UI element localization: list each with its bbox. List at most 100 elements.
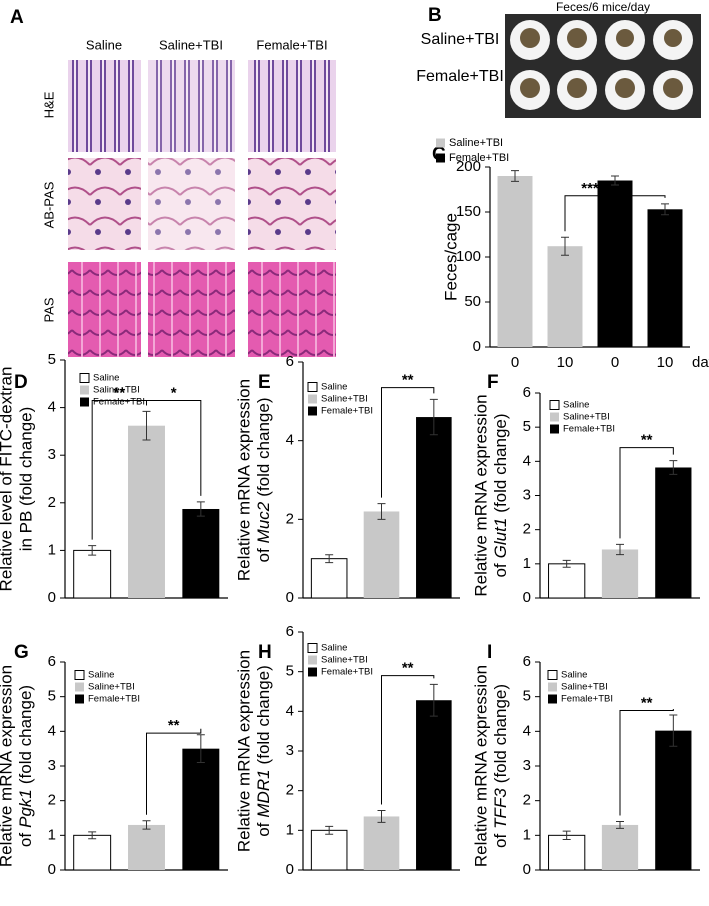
y-tick-label: 2: [523, 792, 531, 809]
y-axis-label: Relative mRNA expression: [0, 665, 15, 867]
bar: [647, 209, 683, 347]
y-axis-label: Relative mRNA expression: [471, 394, 490, 596]
legend-label: Saline+TBI: [93, 385, 140, 396]
legend-swatch: [308, 655, 317, 665]
y-axis-label: of Glut1 (fold change): [491, 413, 510, 577]
error-bar: [196, 501, 205, 517]
legend-label: Saline+TBI: [449, 137, 503, 149]
error-bar: [511, 170, 519, 182]
legend-label: Female+TBI: [321, 667, 373, 678]
y-axis-label: of TFF3 (fold change): [491, 684, 510, 848]
y-tick-label: 3: [48, 446, 56, 463]
y-tick-label: 1: [523, 826, 531, 843]
feces-photo: [505, 14, 701, 118]
column-header: Saline: [86, 37, 122, 52]
column-header: Saline+TBI: [159, 37, 223, 52]
y-tick-label: 5: [48, 351, 56, 368]
y-axis-label: Relative mRNA expression: [471, 665, 490, 867]
legend-swatch: [74, 670, 85, 680]
error-bar: [196, 734, 205, 764]
significance-bracket: [619, 447, 674, 539]
panel-letter: H: [258, 642, 272, 663]
y-tick-label: 2: [48, 494, 56, 511]
x-tick-label: 10: [557, 354, 574, 371]
y-tick-label: 0: [48, 861, 56, 878]
y-axis-label-part: MDR1: [254, 769, 273, 817]
error-bar: [142, 820, 151, 830]
y-tick-label: 4: [286, 432, 294, 449]
histology-image: [248, 60, 336, 152]
y-axis-label: of MDR1 (fold change): [254, 665, 273, 837]
y-tick-label: 4: [48, 399, 56, 416]
y-tick-label: 5: [523, 688, 531, 705]
y-tick-label: 0: [523, 861, 531, 878]
y-tick-label: 6: [286, 623, 294, 640]
legend-label: Saline: [561, 670, 587, 681]
bar: [363, 511, 400, 598]
legend-swatch: [307, 382, 318, 392]
legend-label: Female+TBI: [321, 406, 373, 417]
significance-label: **: [402, 660, 414, 677]
y-tick-label: 150: [456, 203, 481, 220]
y-axis-label: Relative mRNA expression: [234, 650, 253, 852]
dish: [510, 20, 693, 110]
legend-label: Saline: [563, 400, 589, 411]
y-axis-label-part: of: [254, 822, 273, 836]
histology-image: [68, 60, 141, 152]
y-axis-label-part: (fold change): [254, 398, 273, 497]
bar: [310, 558, 348, 599]
legend-swatch: [79, 373, 90, 383]
panel-letter: F: [487, 372, 499, 393]
y-tick-label: 2: [523, 521, 531, 538]
y-axis-label-part: TFF3: [491, 788, 510, 829]
error-bar: [377, 503, 386, 520]
y-axis-label: Relative mRNA expression: [234, 379, 253, 581]
error-bar: [429, 398, 438, 436]
row-header: H&E: [41, 91, 56, 118]
y-tick-label: 0: [523, 589, 531, 606]
significance-label: **: [641, 695, 653, 712]
bar: [601, 824, 639, 870]
significance-label: **: [641, 432, 653, 449]
panel-letter: G: [14, 642, 29, 663]
column-header: Female+TBI: [256, 37, 327, 52]
legend-swatch: [308, 394, 317, 404]
bar: [416, 700, 452, 870]
bar: [182, 748, 220, 870]
y-axis-label-part: of: [254, 548, 273, 562]
legend-label: Saline+TBI: [321, 394, 368, 405]
x-tick-label: 0: [611, 354, 619, 371]
significance-bracket: [619, 709, 674, 816]
y-tick-label: 1: [523, 555, 531, 572]
photo-title: Feces/6 mice/day: [556, 0, 650, 14]
y-axis-label-part: Muc2: [254, 501, 273, 543]
error-bar: [325, 554, 334, 564]
bar: [310, 829, 348, 871]
y-tick-label: 6: [286, 353, 294, 370]
legend-swatch: [80, 397, 89, 407]
histology-image: [248, 158, 336, 250]
y-axis-label-part: (fold change): [16, 685, 35, 784]
histology-grid: [68, 60, 336, 357]
bar: [601, 549, 639, 598]
legend-label: Saline+TBI: [88, 682, 135, 693]
y-tick-label: 6: [523, 384, 531, 401]
y-tick-label: 2: [286, 510, 294, 527]
histology-image: [148, 60, 235, 152]
bar: [73, 834, 112, 871]
y-axis-label-part: of: [491, 834, 510, 848]
panel-letter: I: [487, 642, 492, 663]
y-tick-label: 0: [286, 861, 294, 878]
legend-swatch: [548, 694, 557, 704]
y-tick-label: 3: [286, 742, 294, 759]
histology-image: [148, 262, 235, 357]
error-bar: [88, 545, 97, 556]
significance-bracket: [381, 387, 435, 498]
legend-swatch: [307, 643, 318, 653]
y-tick-label: 1: [48, 541, 56, 558]
significance-label: **: [402, 372, 414, 389]
legend-label: Female+TBI: [88, 694, 140, 705]
legend-swatch: [547, 670, 558, 680]
y-tick-label: 4: [523, 452, 531, 469]
